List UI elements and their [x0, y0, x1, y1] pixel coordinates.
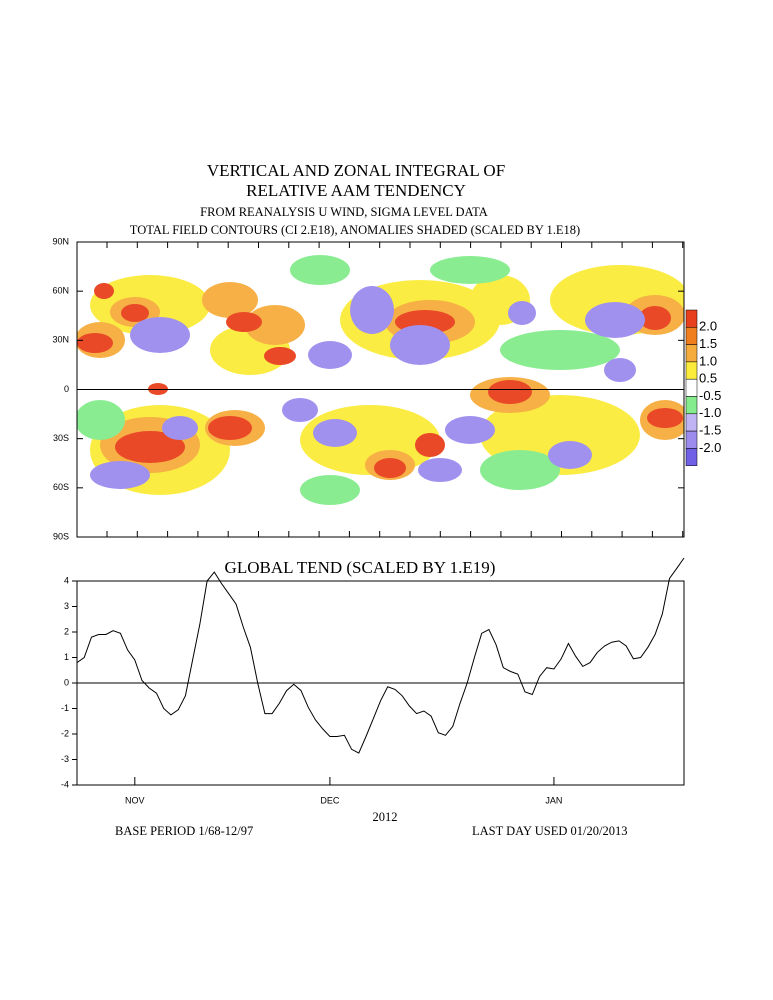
series-line — [76, 557, 685, 754]
colorbar-swatch — [685, 448, 698, 466]
y-tick-label: -1 — [61, 703, 69, 713]
line-panel: GLOBAL TEND (SCALED BY 1.E19) -4 -3 -2 -1 0 1 2… — [61, 557, 685, 838]
colorbar-label: -1.0 — [699, 405, 721, 420]
y-tick-label: 3 — [64, 601, 69, 611]
hovmoller-panel: 90N 60N 30N 0 30S 60S 90S 2.0 1.5 1.0 0.5 -0.5 -1.0 -… — [52, 236, 721, 541]
colorbar-swatch — [685, 378, 698, 397]
chart-title: GLOBAL TEND (SCALED BY 1.E19) — [225, 558, 496, 577]
shading — [77, 255, 684, 505]
colorbar-label: -1.5 — [699, 423, 721, 438]
y-tick-label: 90S — [53, 531, 69, 541]
x-tick-label: NOV — [125, 795, 145, 805]
x-tick-label: JAN — [545, 795, 562, 805]
colorbar-label: -2.0 — [699, 440, 721, 455]
colorbar-swatch — [685, 309, 698, 328]
purple-blobs — [90, 286, 645, 489]
title-line-2: RELATIVE AAM TENDENCY — [246, 181, 466, 200]
green-blobs — [77, 255, 620, 505]
y-tick-label: 60S — [53, 482, 69, 492]
y-tick-label: 2 — [64, 626, 69, 636]
annotation: LAST DAY USED 01/20/2013 — [472, 824, 627, 838]
subtitle-line-1: FROM REANALYSIS U WIND, SIGMA LEVEL DATA — [200, 205, 488, 219]
y-tick-label: 0 — [64, 677, 69, 687]
colorbar-swatch — [685, 396, 698, 415]
colorbar-label: -0.5 — [699, 388, 721, 403]
title-line-1: VERTICAL AND ZONAL INTEGRAL OF — [207, 161, 505, 180]
colorbar-label: 1.5 — [699, 336, 717, 351]
y-tick-label: 60N — [52, 286, 69, 296]
colorbar-swatch — [685, 344, 698, 363]
y-tick-label: 0 — [64, 384, 69, 394]
colorbar-swatch — [685, 361, 698, 380]
x-tick-label: DEC — [320, 795, 340, 805]
colorbar-swatch — [685, 413, 698, 432]
annotation: BASE PERIOD 1/68-12/97 — [115, 824, 253, 838]
y-tick-label: 90N — [52, 236, 69, 246]
y-tick-label: 30S — [53, 433, 69, 443]
colorbar-swatch — [685, 430, 698, 449]
colorbar-swatch — [685, 327, 698, 345]
colorbar-label: 2.0 — [699, 319, 717, 334]
y-tick-label: 4 — [64, 575, 69, 585]
y-tick-label: -3 — [61, 754, 69, 764]
y-tick-label: -2 — [61, 728, 69, 738]
y-tick-label: -4 — [61, 779, 69, 789]
subtitle-line-2: TOTAL FIELD CONTOURS (CI 2.E18), ANOMALI… — [130, 223, 580, 237]
y-tick-label: 1 — [64, 652, 69, 662]
colorbar-label: 1.0 — [699, 353, 717, 368]
colorbar-label: 0.5 — [699, 371, 717, 386]
y-tick-label: 30N — [52, 335, 69, 345]
x-axis-label: 2012 — [373, 810, 398, 824]
